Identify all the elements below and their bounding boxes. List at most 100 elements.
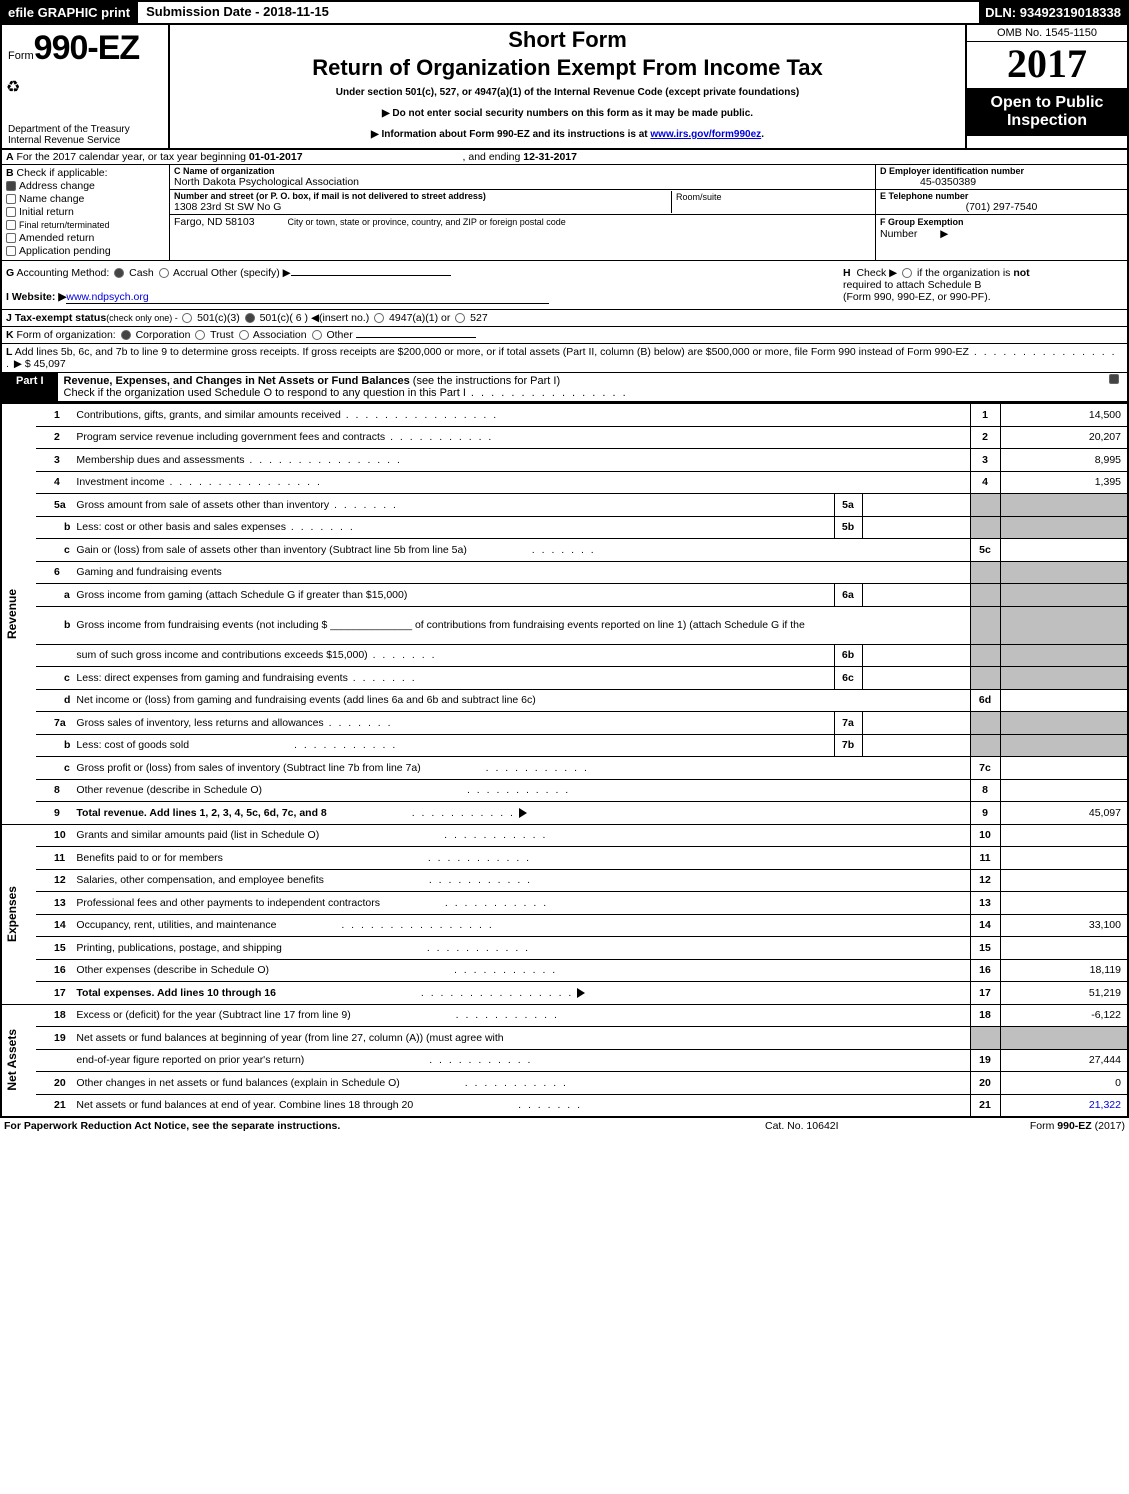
- rv: 20,207: [1000, 426, 1128, 449]
- line-a-text: For the 2017 calendar year, or tax year …: [14, 151, 249, 163]
- col-b-title: Check if applicable:: [17, 167, 108, 179]
- chk-application-pending[interactable]: Application pending: [6, 245, 165, 257]
- rn: 10: [970, 824, 1000, 847]
- radio-corporation[interactable]: [121, 330, 131, 340]
- line-5a: 5aGross amount from sale of assets other…: [1, 494, 1128, 517]
- dots: [245, 454, 402, 466]
- header-right: OMB No. 1545-1150 2017 Open to Public In…: [965, 25, 1127, 148]
- radio-cash[interactable]: [114, 268, 124, 278]
- dots: [424, 874, 532, 886]
- rn: 19: [970, 1049, 1000, 1072]
- other-org-input[interactable]: [356, 337, 476, 338]
- rv: 33,100: [1000, 914, 1128, 937]
- dln-value: 93492319018338: [1020, 5, 1121, 20]
- radio-501c[interactable]: [245, 313, 255, 323]
- cash-label: Cash: [129, 267, 154, 279]
- dots: [407, 807, 515, 819]
- rv: 45,097: [1000, 802, 1128, 825]
- mn: 7a: [834, 712, 862, 735]
- rv: [1000, 847, 1128, 870]
- l-amount: ▶ $ 45,097: [14, 358, 66, 370]
- line-16: 16 Other expenses (describe in Schedule O…: [1, 959, 1128, 982]
- form-ref: Form 990-EZ (2017): [965, 1120, 1125, 1132]
- ld-text: Other expenses (describe in Schedule O): [76, 964, 269, 976]
- ld: Benefits paid to or for members: [73, 847, 970, 870]
- section-l: L Add lines 5b, 6c, and 7b to line 9 to …: [0, 344, 1129, 372]
- ln: 19: [36, 1027, 73, 1050]
- j-o4: 527: [470, 312, 488, 324]
- ld-text: Gross amount from sale of assets other t…: [76, 499, 329, 511]
- tax-year: 2017: [967, 42, 1127, 84]
- section-j: J Tax-exempt status(check only one) - 50…: [0, 310, 1129, 327]
- ld-text: Less: cost of goods sold: [76, 739, 189, 751]
- rn-grey: [970, 734, 1000, 757]
- irs-form-link[interactable]: www.irs.gov/form990ez: [650, 129, 761, 140]
- part1-header: Part I Revenue, Expenses, and Changes in…: [0, 372, 1129, 403]
- dots: [286, 521, 355, 533]
- rv-grey: [1000, 494, 1128, 517]
- dln-label: DLN:: [985, 5, 1020, 20]
- rn: 16: [970, 959, 1000, 982]
- part1-checkbox[interactable]: [1109, 374, 1119, 384]
- chk-final-return[interactable]: Final return/terminated: [6, 219, 165, 231]
- ld-text: Excess or (deficit) for the year (Subtra…: [76, 1009, 350, 1021]
- rv-grey: [1000, 1027, 1128, 1050]
- rn: 12: [970, 869, 1000, 892]
- ssn-warning: ▶ Do not enter social security numbers o…: [178, 108, 957, 119]
- rn-grey: [970, 712, 1000, 735]
- k-o3: Association: [253, 329, 307, 341]
- radio-accrual[interactable]: [159, 268, 169, 278]
- checkbox-icon: [6, 246, 16, 256]
- radio-other-org[interactable]: [312, 330, 322, 340]
- line-a-mid: , and ending: [463, 151, 524, 163]
- radio-association[interactable]: [239, 330, 249, 340]
- ld-text: Total expenses. Add lines 10 through 16: [76, 987, 276, 999]
- ld: Net assets or fund balances at beginning…: [73, 1027, 970, 1050]
- chk-initial-return[interactable]: Initial return: [6, 206, 165, 218]
- rn: 5c: [970, 539, 1000, 562]
- rn-grey: [970, 561, 1000, 584]
- room-suite: Room/suite: [671, 191, 871, 213]
- dots: [385, 431, 493, 443]
- ld: Membership dues and assessments: [73, 449, 970, 472]
- ln: 7a: [36, 712, 73, 735]
- chk-address-change[interactable]: Address change: [6, 180, 165, 192]
- ln: 15: [36, 937, 73, 960]
- chk-amended-return[interactable]: Amended return: [6, 232, 165, 244]
- group-exemption-label2: Number: [880, 228, 917, 240]
- ld: Gross sales of inventory, less returns a…: [73, 712, 834, 735]
- ld-text: Grants and similar amounts paid (list in…: [76, 829, 319, 841]
- rn: 11: [970, 847, 1000, 870]
- rn: 13: [970, 892, 1000, 915]
- chk-label: Initial return: [19, 206, 74, 218]
- ld: Gross income from gaming (attach Schedul…: [73, 584, 834, 607]
- ld-text: Printing, publications, postage, and shi…: [76, 942, 281, 954]
- form-ref-pre: Form: [1030, 1120, 1057, 1132]
- radio-trust[interactable]: [195, 330, 205, 340]
- line-5c: cGain or (loss) from sale of assets othe…: [1, 539, 1128, 562]
- chk-name-change[interactable]: Name change: [6, 193, 165, 205]
- form-number: 990-EZ: [34, 29, 140, 67]
- k-o2: Trust: [210, 329, 234, 341]
- other-specify-input[interactable]: [291, 275, 451, 276]
- rn: 9: [970, 802, 1000, 825]
- ln: 4: [36, 471, 73, 494]
- dots: [527, 544, 596, 556]
- mn: 6a: [834, 584, 862, 607]
- line-6: 6Gaming and fundraising events: [1, 561, 1128, 584]
- ld-text: Benefits paid to or for members: [76, 852, 222, 864]
- rv[interactable]: 21,322: [1000, 1094, 1128, 1117]
- rv-grey: [1000, 644, 1128, 667]
- radio-schedule-b[interactable]: [902, 268, 912, 278]
- radio-4947[interactable]: [374, 313, 384, 323]
- dots: [440, 897, 548, 909]
- dots: [329, 499, 398, 511]
- line-17: 17Total expenses. Add lines 10 through 1…: [1, 982, 1128, 1005]
- radio-501c3[interactable]: [182, 313, 192, 323]
- rn: 7c: [970, 757, 1000, 780]
- radio-527[interactable]: [455, 313, 465, 323]
- line-12: 12Salaries, other compensation, and empl…: [1, 869, 1128, 892]
- g-left: G Accounting Method: Cash Accrual Other …: [6, 267, 843, 303]
- mv: [862, 734, 970, 757]
- website-link[interactable]: www.ndpsych.org: [66, 291, 548, 304]
